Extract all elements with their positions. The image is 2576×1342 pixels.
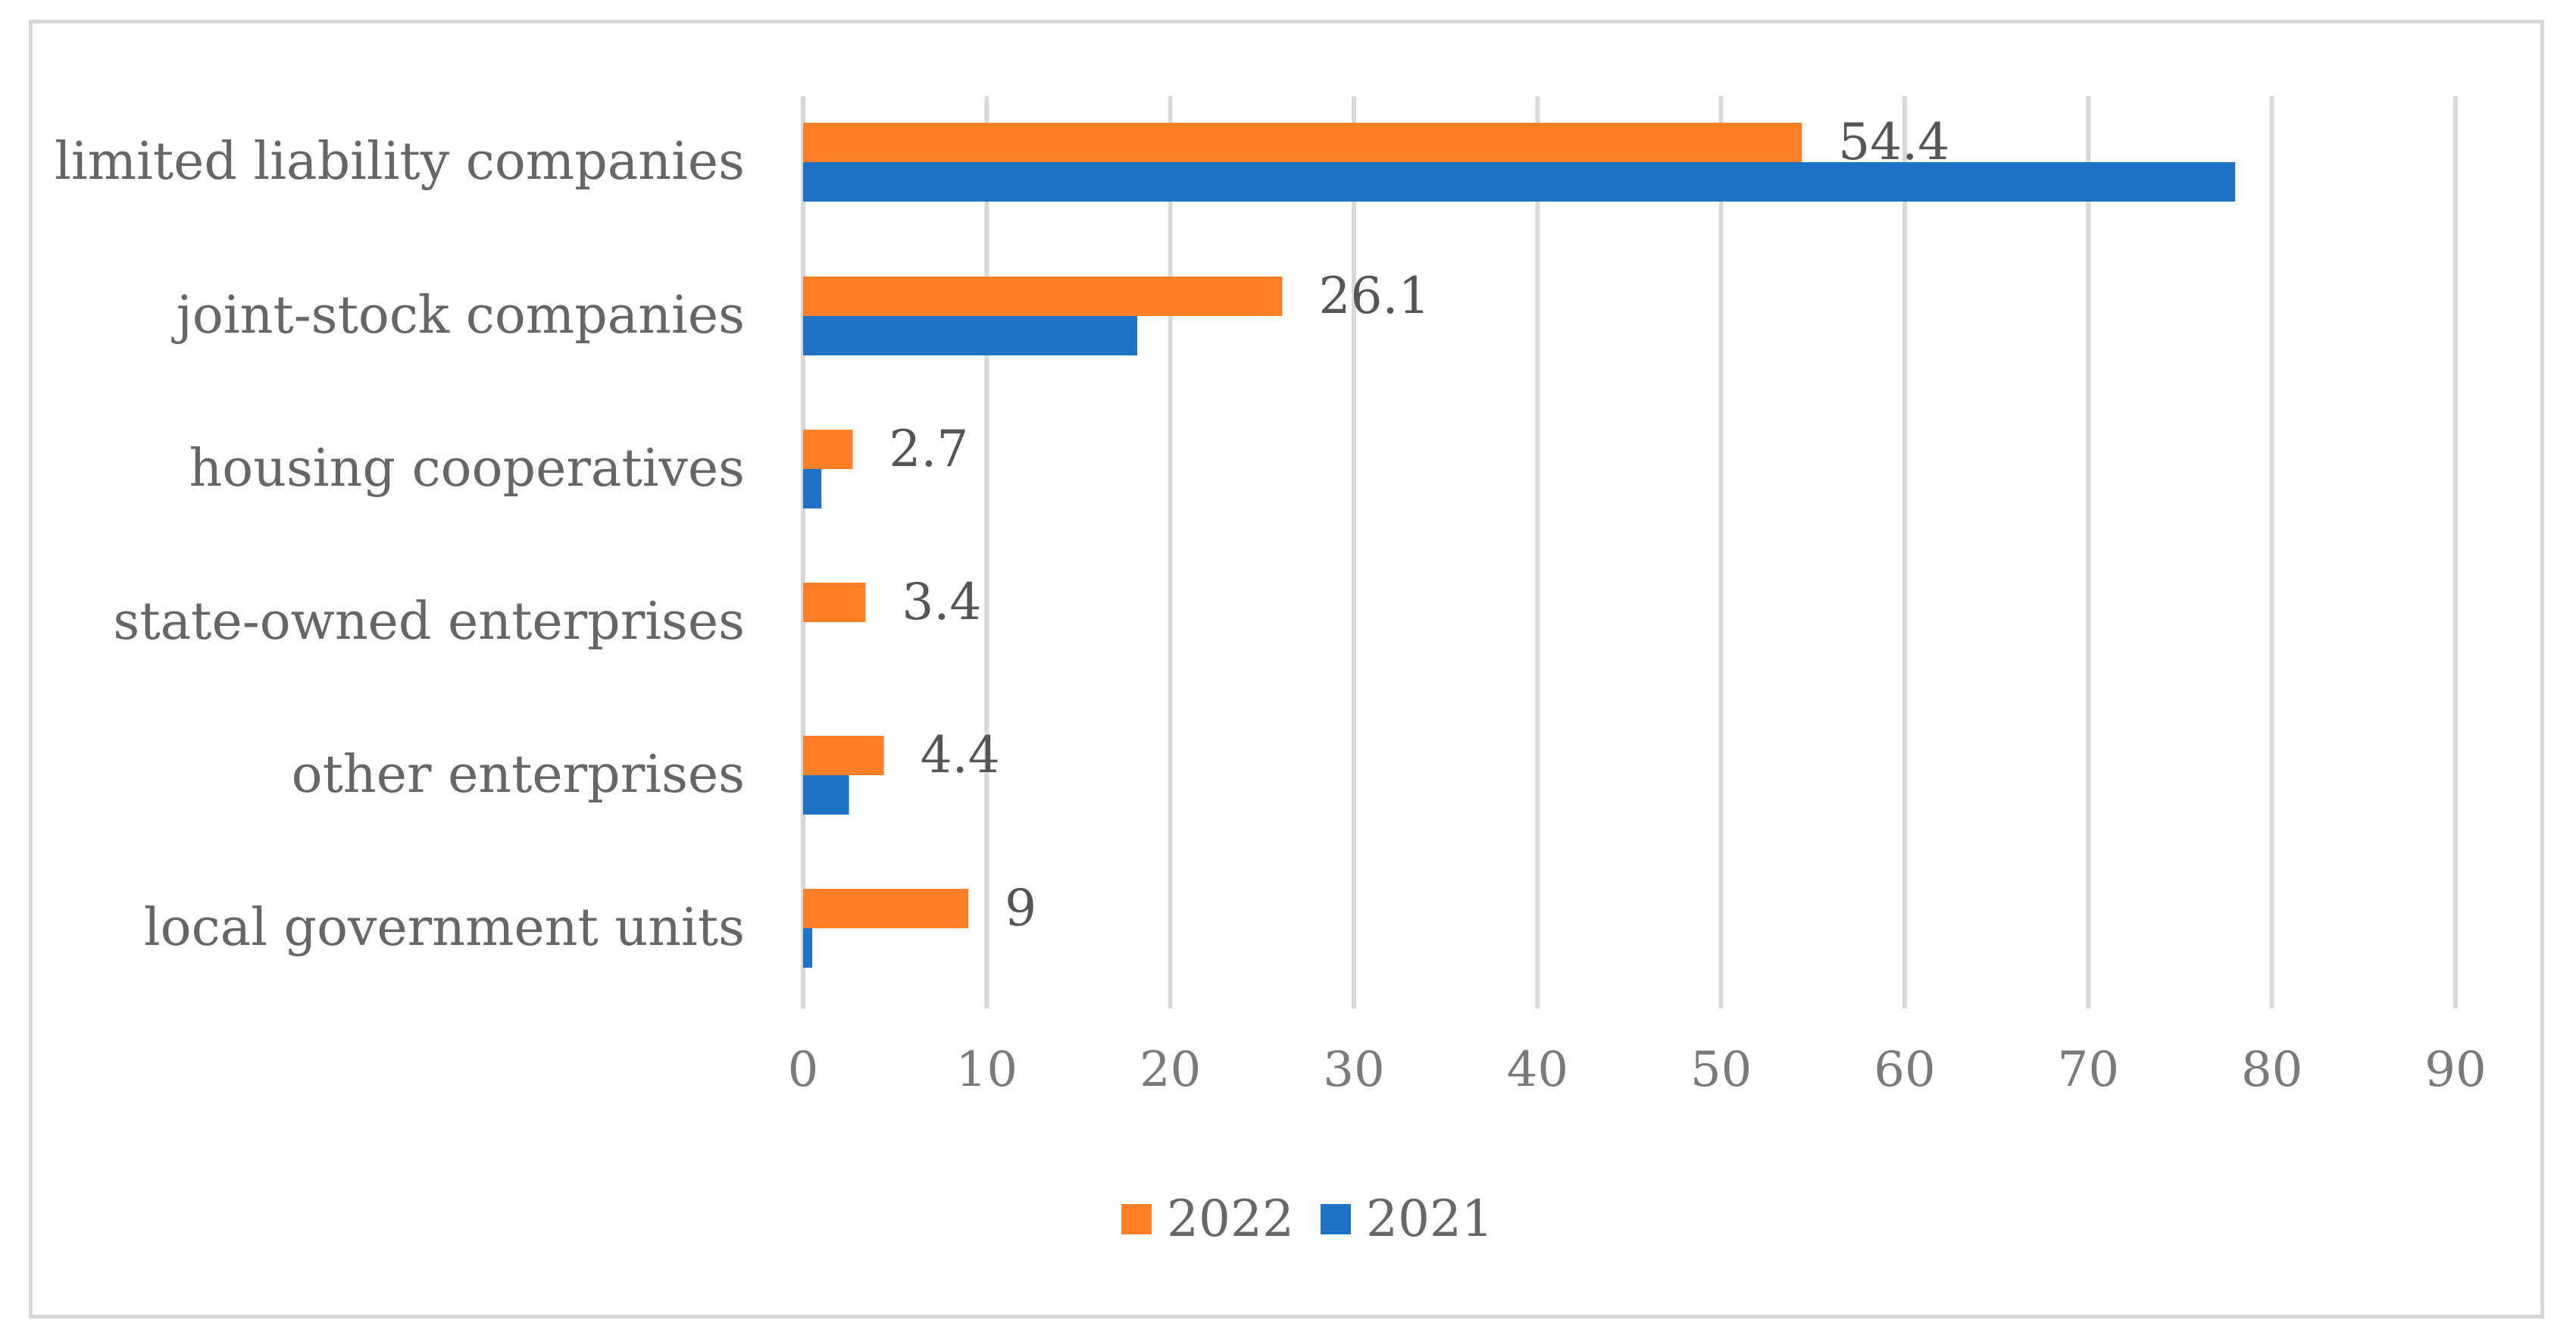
category-label-0: limited liability companies [55,132,745,192]
x-tick-50: 50 [1690,1042,1752,1098]
x-tick-80: 80 [2241,1042,2302,1098]
category-label-4: other enterprises [292,745,745,805]
data-label-2022-2: 2.7 [889,420,968,478]
x-tick-90: 90 [2424,1042,2486,1098]
bar-2022-1 [803,277,1283,316]
x-tick-0: 0 [788,1042,819,1098]
x-tick-70: 70 [2058,1042,2119,1098]
bar-2022-4 [803,736,884,775]
data-label-2022-3: 3.4 [902,573,981,631]
category-label-5: local government units [144,898,745,958]
x-tick-60: 60 [1874,1042,1935,1098]
x-tick-30: 30 [1323,1042,1384,1098]
bar-2021-0 [803,162,2236,202]
bar-2021-5 [803,928,813,968]
horizontal-bar-chart: limited liability companies joint-stock c… [55,96,2487,1248]
bar-2021-1 [803,316,1138,355]
legend-swatch-2022 [1121,1204,1152,1234]
category-label-1: joint-stock companies [171,286,745,346]
gridlines [801,96,2458,1009]
bars [803,123,2236,968]
x-axis-tick-labels: 0 10 20 30 40 50 60 70 80 90 [788,1042,2487,1098]
bar-2021-4 [803,775,849,815]
category-label-2: housing cooperatives [189,439,745,499]
chart-frame: limited liability companies joint-stock c… [29,20,2544,1319]
bar-2022-5 [803,889,969,928]
x-tick-10: 10 [956,1042,1018,1098]
x-tick-40: 40 [1507,1042,1568,1098]
bar-2022-0 [803,123,1802,162]
legend-label-2021: 2021 [1366,1190,1493,1248]
data-label-2022-5: 9 [1005,879,1036,937]
legend-label-2022: 2022 [1167,1190,1294,1248]
bar-2022-3 [803,583,866,622]
category-labels: limited liability companies joint-stock c… [55,132,745,958]
bar-2021-2 [803,469,822,508]
data-labels: 54.4 26.1 2.7 3.4 4.4 9 [889,113,1949,937]
data-label-2022-0: 54.4 [1838,113,1949,171]
data-label-2022-1: 26.1 [1318,267,1430,325]
category-label-3: state-owned enterprises [113,592,745,652]
data-label-2022-4: 4.4 [921,726,1000,784]
bar-2022-2 [803,430,853,469]
legend-swatch-2021 [1321,1204,1351,1234]
x-tick-20: 20 [1140,1042,1201,1098]
legend: 2022 2021 [1121,1190,1493,1248]
